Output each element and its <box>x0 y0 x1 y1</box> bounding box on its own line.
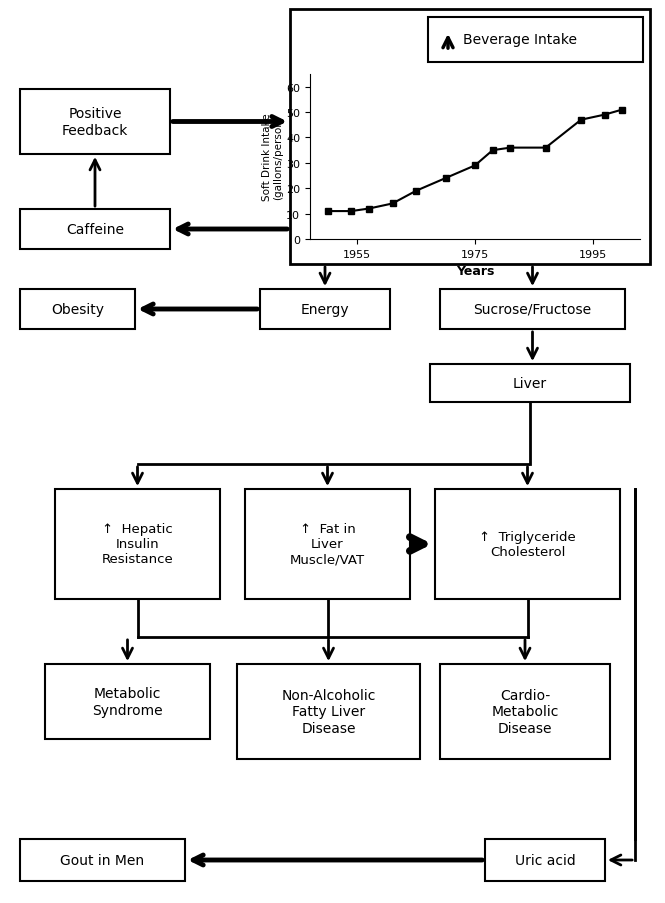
FancyBboxPatch shape <box>430 365 630 403</box>
Text: ↑  Hepatic
Insulin
Resistance: ↑ Hepatic Insulin Resistance <box>102 523 174 566</box>
FancyBboxPatch shape <box>20 839 185 881</box>
FancyBboxPatch shape <box>440 665 610 759</box>
FancyBboxPatch shape <box>237 665 420 759</box>
Text: Uric acid: Uric acid <box>515 853 575 867</box>
Text: Beverage Intake: Beverage Intake <box>463 33 577 47</box>
FancyBboxPatch shape <box>485 839 605 881</box>
Text: Energy: Energy <box>301 303 349 317</box>
FancyBboxPatch shape <box>260 290 390 330</box>
Y-axis label: Soft Drink Intake
(gallons/person): Soft Drink Intake (gallons/person) <box>262 114 283 201</box>
FancyBboxPatch shape <box>428 18 643 63</box>
Text: Obesity: Obesity <box>51 303 104 317</box>
FancyBboxPatch shape <box>55 489 220 600</box>
Text: Caffeine: Caffeine <box>66 223 124 237</box>
FancyBboxPatch shape <box>20 290 135 330</box>
Text: ↑  Triglyceride
Cholesterol: ↑ Triglyceride Cholesterol <box>479 530 576 558</box>
FancyBboxPatch shape <box>20 209 170 250</box>
FancyBboxPatch shape <box>245 489 410 600</box>
Text: Cardio-
Metabolic
Disease: Cardio- Metabolic Disease <box>491 688 559 735</box>
Text: Positive
Feedback: Positive Feedback <box>62 107 128 137</box>
FancyBboxPatch shape <box>290 10 650 265</box>
Text: ↑  Fat in
Liver
Muscle/VAT: ↑ Fat in Liver Muscle/VAT <box>290 523 365 566</box>
Text: Sucrose/Fructose: Sucrose/Fructose <box>473 303 592 317</box>
X-axis label: Years: Years <box>456 265 494 278</box>
FancyBboxPatch shape <box>440 290 625 330</box>
Text: Metabolic
Syndrome: Metabolic Syndrome <box>92 686 163 717</box>
FancyBboxPatch shape <box>20 90 170 154</box>
FancyBboxPatch shape <box>435 489 620 600</box>
Text: Non-Alcoholic
Fatty Liver
Disease: Non-Alcoholic Fatty Liver Disease <box>281 688 376 735</box>
FancyBboxPatch shape <box>45 665 210 740</box>
Text: Liver: Liver <box>513 377 547 391</box>
Text: Gout in Men: Gout in Men <box>61 853 144 867</box>
